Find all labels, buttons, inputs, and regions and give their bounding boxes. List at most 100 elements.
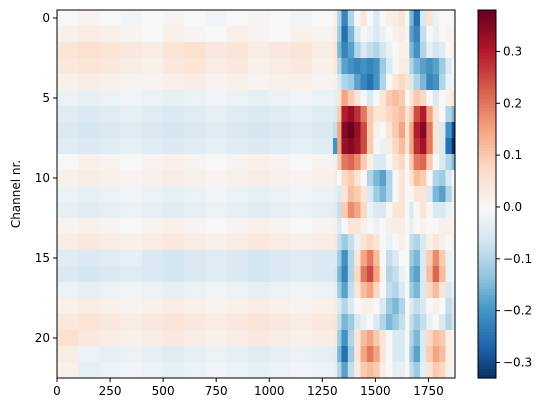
colorbar-segment <box>478 212 496 217</box>
heatmap-cell <box>184 218 207 235</box>
heatmap-cell <box>366 122 374 139</box>
heatmap-cell <box>439 122 447 139</box>
heatmap-cell <box>99 362 122 378</box>
colorbar-segment <box>478 172 496 177</box>
heatmap-cell <box>332 298 338 315</box>
colorbar-segment <box>478 246 496 250</box>
colorbar-segment <box>478 273 496 278</box>
heatmap-cell <box>341 10 349 27</box>
heatmap-cell <box>205 218 228 235</box>
heatmap-cell <box>205 74 228 91</box>
colorbar-segment <box>478 74 496 79</box>
heatmap-cell <box>445 26 453 43</box>
heatmap-cell <box>409 330 415 347</box>
heatmap-cell <box>419 26 427 43</box>
heatmap-cell <box>99 58 122 75</box>
heatmap-cell <box>141 90 164 107</box>
heatmap-cell <box>379 186 387 203</box>
heatmap-cell <box>120 298 143 315</box>
heatmap-cell <box>337 90 343 107</box>
heatmap-cell <box>432 74 440 91</box>
heatmap-cell <box>432 346 440 363</box>
heatmap-cell <box>445 234 453 251</box>
heatmap-cell <box>409 170 415 187</box>
colorbar-frame <box>477 9 497 379</box>
heatmap-cell <box>269 186 292 203</box>
heatmap-cell <box>141 218 164 235</box>
heatmap-cell <box>419 282 427 299</box>
heatmap-cell <box>184 106 207 123</box>
heatmap-cell <box>120 202 143 219</box>
heatmap-cell <box>432 202 440 219</box>
heatmap-cell <box>373 282 381 299</box>
heatmap-cell <box>405 234 410 251</box>
heatmap-cell <box>248 58 270 75</box>
heatmap-cell <box>163 138 185 155</box>
heatmap-cell <box>341 282 349 299</box>
heatmap-cell <box>205 10 228 27</box>
heatmap-cell <box>184 298 207 315</box>
heatmap-cell <box>419 234 427 251</box>
heatmap-cell <box>163 10 185 27</box>
heatmap-cell <box>57 250 79 267</box>
heatmap-cell <box>419 170 427 187</box>
colorbar-segment <box>478 92 496 97</box>
heatmap-cell <box>409 266 415 283</box>
heatmap-cell <box>205 266 228 283</box>
heatmap-cell <box>373 362 381 378</box>
heatmap-cell <box>451 154 455 171</box>
heatmap-cell <box>419 106 427 123</box>
heatmap-cell <box>248 346 270 363</box>
colorbar-segment <box>478 307 496 312</box>
heatmap-cell <box>445 122 453 139</box>
heatmap-cell <box>78 138 101 155</box>
heatmap-cell <box>163 90 185 107</box>
heatmap-cell <box>360 234 368 251</box>
heatmap-cell <box>409 314 415 331</box>
heatmap-cell <box>341 106 349 123</box>
heatmap-cell <box>379 282 387 299</box>
heatmap-cell <box>451 58 455 75</box>
heatmap-cell <box>398 202 406 219</box>
heatmap-cell <box>99 250 122 267</box>
heatmap-cell <box>419 314 427 331</box>
heatmap-cell <box>337 202 343 219</box>
heatmap-cell <box>419 10 427 27</box>
heatmap-cell <box>445 218 453 235</box>
heatmap-cell <box>78 170 101 187</box>
heatmap-cell <box>451 10 455 27</box>
heatmap-cell <box>413 138 421 155</box>
heatmap-cell <box>163 362 185 378</box>
heatmap-cell <box>78 10 101 27</box>
heatmap-cell <box>392 282 400 299</box>
heatmap-cell <box>248 218 270 235</box>
heatmap-cell <box>360 314 368 331</box>
heatmap-cell <box>184 346 207 363</box>
heatmap-cell <box>366 154 374 171</box>
x-tick-label: 500 <box>152 384 175 398</box>
heatmap-cell <box>269 106 292 123</box>
heatmap-cell <box>269 218 292 235</box>
heatmap-cell <box>337 10 343 27</box>
colorbar-segment <box>478 148 496 152</box>
heatmap-cell <box>290 346 313 363</box>
heatmap-cell <box>432 234 440 251</box>
heatmap-cell <box>426 282 434 299</box>
heatmap-cell <box>269 170 292 187</box>
heatmap-cell <box>120 250 143 267</box>
heatmap-cell <box>409 74 415 91</box>
heatmap-cell <box>439 234 447 251</box>
heatmap-cell <box>426 58 434 75</box>
heatmap-cell <box>120 122 143 139</box>
colorbar-segment <box>478 95 496 100</box>
heatmap-cell <box>432 298 440 315</box>
heatmap-cell <box>341 42 349 59</box>
heatmap-cell <box>398 314 406 331</box>
colorbar-segment <box>478 49 496 54</box>
colorbar-segment <box>478 261 496 266</box>
heatmap-cell <box>426 122 434 139</box>
heatmap-cell <box>360 42 368 59</box>
heatmap-cell <box>419 266 427 283</box>
heatmap-cell <box>347 138 355 155</box>
heatmap-cell <box>366 266 374 283</box>
